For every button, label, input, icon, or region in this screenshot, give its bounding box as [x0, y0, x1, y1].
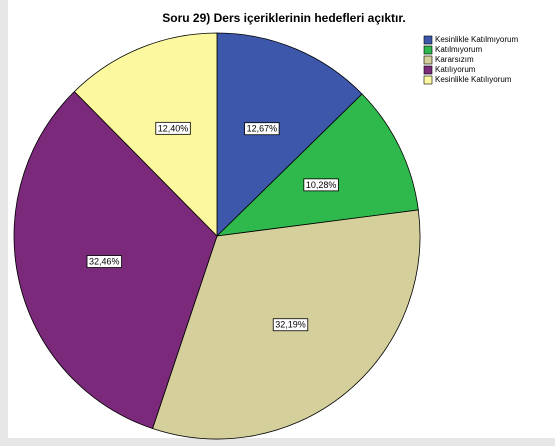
chart-title: Soru 29) Ders içeriklerinin hedefleri aç…: [162, 11, 405, 25]
pie-slice: [73, 32, 218, 237]
legend-swatch: [423, 45, 433, 55]
legend-label: Kesinlikle Katılmıyorum: [435, 35, 518, 44]
data-label: 12,67%: [247, 124, 278, 134]
legend-swatch: [423, 35, 433, 45]
data-label: 12,40%: [158, 123, 189, 133]
data-label: 32,19%: [275, 320, 306, 330]
pie-slice: [215, 93, 419, 237]
data-label-box: [244, 122, 280, 136]
data-label-box: [272, 318, 309, 332]
legend-label: Kesinlikle Katılıyorum: [435, 75, 512, 84]
data-label-box: [86, 255, 122, 268]
legend-label: Katılıyorum: [435, 65, 476, 74]
legend-label: Katılmıyorum: [435, 45, 482, 54]
data-label: 32,46%: [89, 257, 120, 267]
legend-label: Kararsızım: [435, 55, 474, 64]
pie-slice: [216, 32, 363, 237]
data-label-box: [155, 121, 191, 135]
data-label-box: [303, 178, 339, 192]
legend-swatch: [423, 65, 433, 75]
data-label: 10,28%: [306, 180, 337, 190]
legend-swatch: [423, 75, 433, 85]
legend-swatch: [423, 55, 433, 65]
